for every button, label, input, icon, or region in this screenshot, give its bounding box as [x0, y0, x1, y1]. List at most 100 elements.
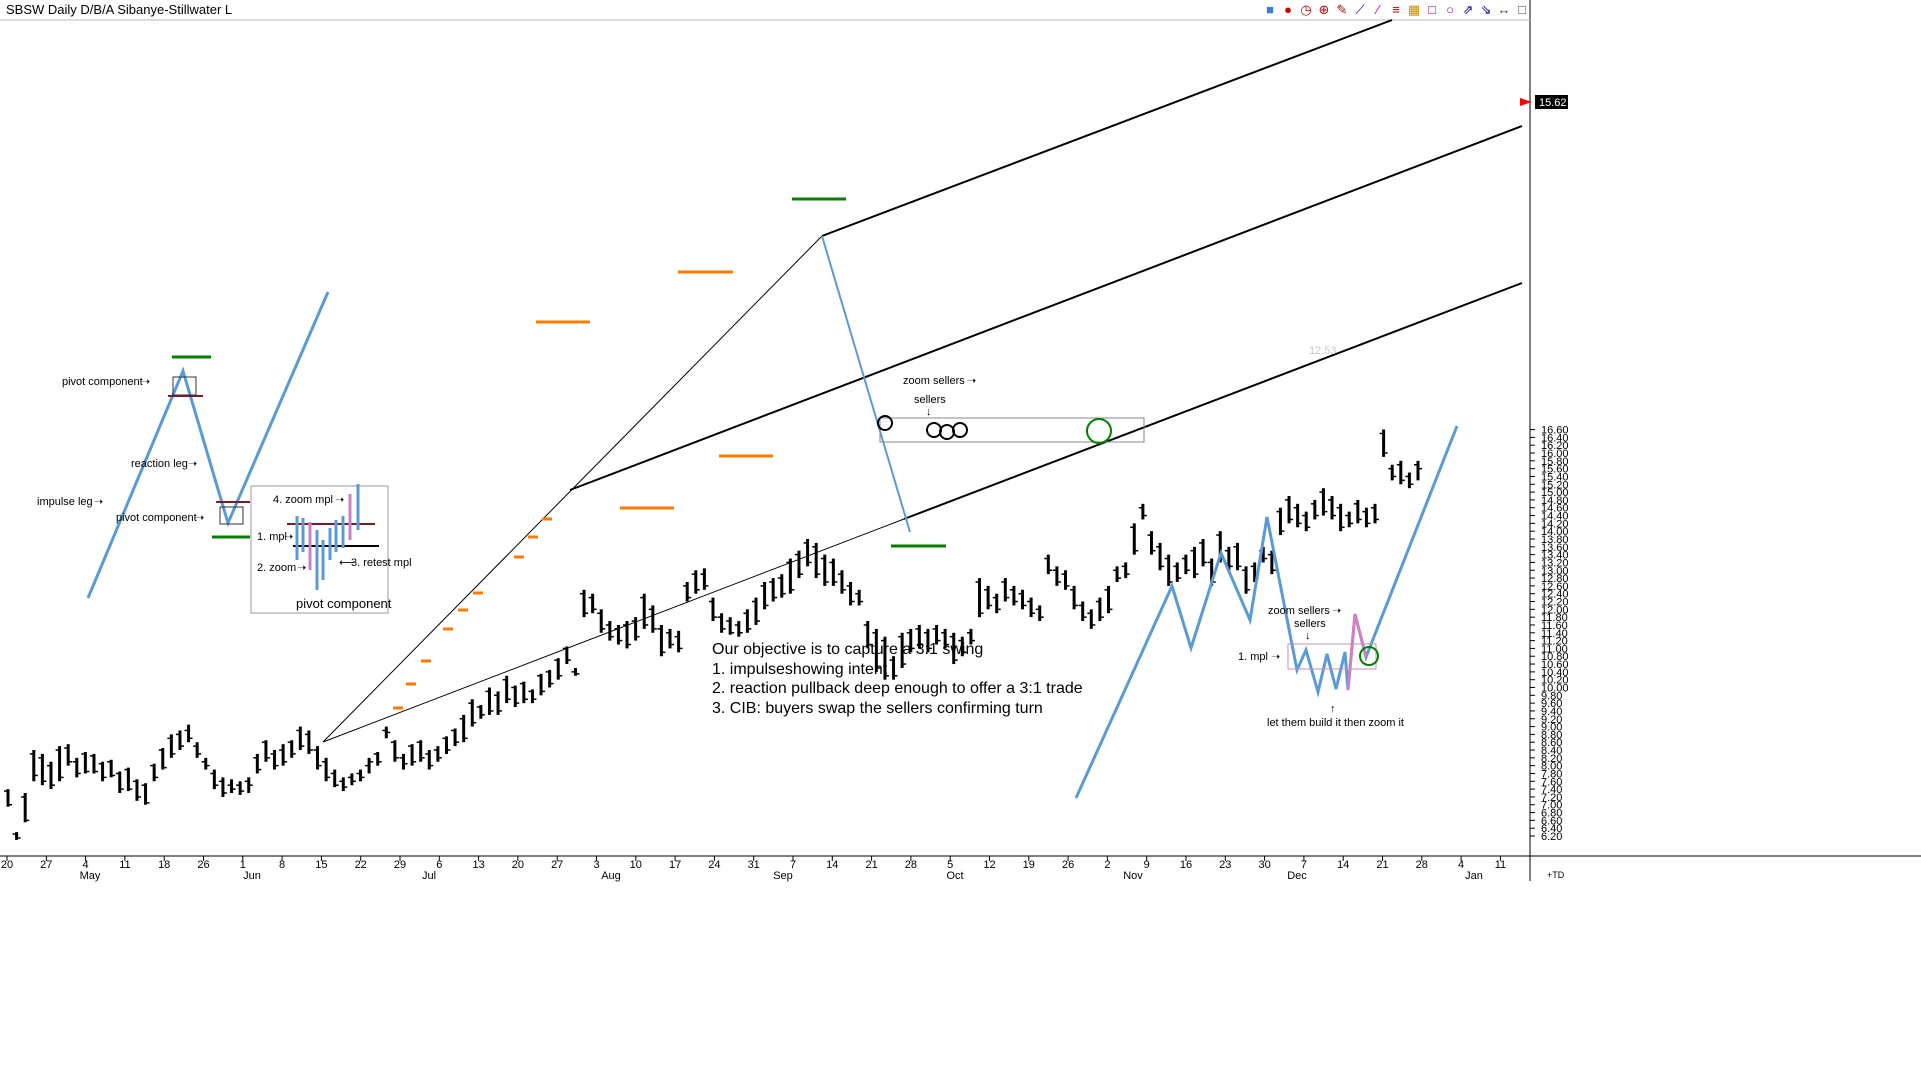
y-tick-label: 14.40: [1541, 511, 1569, 523]
arrow-right-icon: ➝: [1332, 605, 1341, 617]
x-tick-label: 21: [1376, 859, 1388, 871]
x-month-label: Jan: [1465, 870, 1483, 882]
scroll-icon[interactable]: ↔: [1497, 2, 1511, 17]
y-tick-label: 16.60: [1541, 425, 1569, 437]
y-tick-label: 7.00: [1541, 800, 1562, 812]
zoom-icon[interactable]: ○: [1446, 2, 1454, 17]
up-arrow-icon[interactable]: ⇗: [1462, 2, 1474, 17]
channel-icon[interactable]: ∕: [1376, 2, 1380, 17]
x-tick-label: 26: [197, 859, 209, 871]
y-tick-label: 7.80: [1541, 768, 1562, 780]
objective-line: 3. CIB: buyers swap the sellers confirmi…: [712, 699, 1043, 717]
x-month-label: Oct: [946, 870, 963, 882]
y-tick-label: 14.60: [1541, 503, 1569, 515]
left-pivot-low-box: [219, 506, 244, 525]
buyer-circle: [1086, 418, 1112, 444]
arrow-right-icon: ➝: [335, 494, 344, 506]
x-tick-label: 7: [1301, 859, 1307, 871]
seller-circle: [877, 415, 893, 431]
y-tick-label: 12.60: [1541, 581, 1569, 593]
color-icon[interactable]: ■: [1266, 2, 1274, 17]
y-tick-label: 12.00: [1541, 604, 1569, 616]
y-tick-label: 12.20: [1541, 597, 1569, 609]
reaction-leg-line: [821, 235, 911, 533]
y-tick-label: 10.20: [1541, 675, 1569, 687]
y-tick-label: 11.00: [1541, 643, 1568, 655]
y-tick-label: 9.80: [1541, 690, 1562, 702]
select-icon[interactable]: □: [1428, 2, 1436, 17]
left-pivot-high-box: [172, 376, 197, 396]
y-tick-label: 15.20: [1541, 479, 1569, 491]
x-tick-label: 28: [905, 859, 917, 871]
arrow-right-icon: ➝: [141, 376, 150, 388]
inset-label-retest-mpl: 3. retest mpl: [351, 557, 412, 569]
x-tick-label: 26: [1062, 859, 1074, 871]
x-month-label: Jul: [422, 870, 436, 882]
label-pivot-component-bottom: pivot component: [116, 512, 197, 524]
x-month-label: Nov: [1123, 870, 1143, 882]
label-impulse-leg: impulse leg: [37, 496, 93, 508]
right-label-let-them-build: let them build it then zoom it: [1267, 717, 1404, 729]
inset-box: [250, 485, 389, 614]
x-tick-label: 20: [512, 859, 524, 871]
x-axis-ticks: 20 27 4 11 18 26 1 8 15 22 29 6 13 20 27 3 10 17 24 31 7 14 21…: [1, 856, 1506, 882]
level-marks: [536, 197, 946, 548]
x-tick-label: 20: [1, 859, 13, 871]
y-tick-label: 14.80: [1541, 495, 1569, 507]
objective-line: Our objective is to capture a 3:1 swing: [712, 641, 984, 658]
x-tick-label: 28: [1416, 859, 1428, 871]
x-month-label: Aug: [601, 870, 621, 882]
trendline-icon[interactable]: ⟋: [1355, 2, 1365, 17]
grid-icon[interactable]: ▦: [1407, 2, 1421, 17]
y-tick-label: 10.60: [1541, 659, 1569, 671]
clock-icon[interactable]: ◷: [1300, 2, 1312, 17]
left-schematic-line: [86, 291, 330, 599]
y-axis-ticks: 6.206.406.606.807.007.207.407.607.808.00…: [1530, 425, 1569, 843]
x-tick-label: 6: [436, 859, 442, 871]
y-tick-label: 8.00: [1541, 761, 1562, 773]
inset-bars: [295, 484, 360, 590]
pencil-icon[interactable]: ✎: [1336, 2, 1348, 17]
arrow-right-icon: ➝: [284, 531, 293, 543]
seller-circle: [926, 422, 942, 438]
y-tick-label: 8.80: [1541, 729, 1562, 741]
y-tick-label: 12.40: [1541, 589, 1569, 601]
y-tick-label: 15.00: [1541, 487, 1569, 499]
x-tick-label: 18: [158, 859, 170, 871]
y-tick-label: 10.40: [1541, 667, 1569, 679]
arrow-right-icon: ➝: [967, 375, 976, 387]
x-tick-label: 8: [279, 859, 285, 871]
x-tick-label: 13: [472, 859, 484, 871]
fib-icon[interactable]: ≡: [1392, 2, 1400, 17]
indicator-icon[interactable]: ●: [1284, 2, 1292, 17]
y-tick-label: 8.40: [1541, 745, 1562, 757]
x-tick-label: 9: [1144, 859, 1150, 871]
x-tick-label: 21: [865, 859, 877, 871]
seller-circle: [939, 424, 955, 440]
x-tick-label: 15: [315, 859, 327, 871]
label-zoom-sellers: zoom sellers: [903, 375, 965, 387]
crosshair-icon[interactable]: ⊕: [1318, 2, 1330, 17]
last-price-marker: 15.62: [1520, 95, 1568, 109]
maximize-icon[interactable]: □: [1518, 2, 1526, 17]
arrow-down-icon: ↓: [1305, 630, 1311, 642]
x-month-label: Jun: [243, 870, 261, 882]
last-price-arrow-icon: [1520, 98, 1532, 106]
y-tick-label: 9.60: [1541, 698, 1562, 710]
y-tick-label: 16.20: [1541, 440, 1569, 452]
right-label-sellers: sellers: [1294, 618, 1326, 630]
seller-circle: [952, 422, 968, 438]
y-tick-label: 13.00: [1541, 565, 1569, 577]
down-arrow-icon[interactable]: ⇘: [1480, 2, 1492, 17]
arrow-right-icon: ➝: [94, 496, 103, 508]
objective-line: 1. impulseshowing intent: [712, 660, 888, 678]
toolbar: ■ ● ◷ ⊕ ✎ ⟋ ∕ ≡ ▦ □ ○ ⇗ ⇘ ↔ □: [1262, 2, 1530, 20]
y-tick-label: 11.20: [1541, 636, 1568, 648]
impulse-trend-line: [322, 235, 823, 743]
last-price-badge: [1535, 95, 1568, 109]
x-month-label: Dec: [1287, 870, 1307, 882]
y-tick-label: 11.80: [1541, 612, 1568, 624]
x-tick-label: 7: [790, 859, 796, 871]
x-tick-label: 1: [240, 859, 246, 871]
